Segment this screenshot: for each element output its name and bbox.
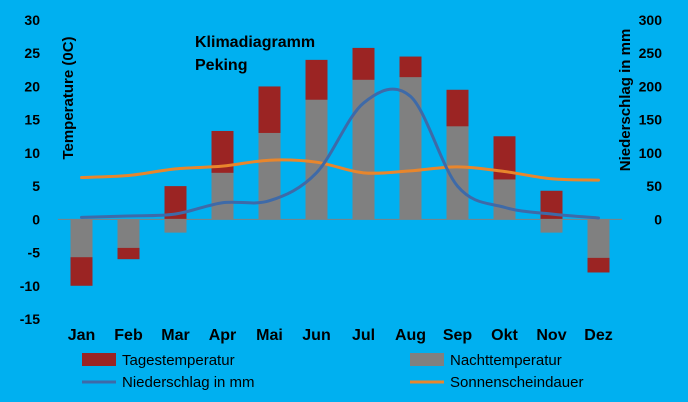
x-tick-label: Dez <box>584 327 612 344</box>
legend-swatch <box>82 353 116 366</box>
y2-tick-label: 150 <box>639 112 663 128</box>
line-sonnenscheindauer <box>80 158 600 182</box>
y2-tick-label: 200 <box>639 78 663 94</box>
bar-nachttemperatur <box>446 126 469 220</box>
y-tick-label: 15 <box>24 112 40 128</box>
x-tick-label: Aug <box>395 327 426 344</box>
x-tick-label: Sep <box>443 327 473 344</box>
y-tick-label: 25 <box>24 45 40 61</box>
x-tick-label: Jul <box>352 327 375 344</box>
legend-label: Tagestemperatur <box>122 352 235 369</box>
y-tick-label: 20 <box>24 78 40 94</box>
y-tick-label: 0 <box>32 211 40 227</box>
y2-axis-label: Niederschlag in mm <box>617 29 634 172</box>
y2-tick-label: 100 <box>639 145 663 161</box>
y2-tick-label: 50 <box>646 178 662 194</box>
legend-swatch <box>410 353 444 366</box>
x-tick-label: Apr <box>209 327 237 344</box>
bar-nachttemperatur <box>211 172 234 220</box>
left-axis-ticks: 30 25 20 15 10 5 0 -5 -10 -15 <box>20 12 40 327</box>
y-tick-label: 10 <box>24 145 40 161</box>
y-tick-label: 30 <box>24 12 40 28</box>
x-tick-label: Mar <box>161 327 189 344</box>
y-tick-label: -5 <box>28 245 41 261</box>
bar-nachttemperatur <box>540 219 563 233</box>
chart-title: Klimadiagramm <box>195 34 315 51</box>
bar-tagestemperatur <box>164 186 187 220</box>
bar-nachttemperatur <box>70 219 93 258</box>
y2-tick-label: 0 <box>654 211 662 227</box>
bar-nachttemperatur <box>587 219 610 258</box>
legend-label: Niederschlag in mm <box>122 374 255 391</box>
x-tick-label: Jan <box>68 327 96 344</box>
y-tick-label: -10 <box>20 278 40 294</box>
bar-nachttemperatur <box>305 99 328 220</box>
lines-layer <box>80 87 600 220</box>
bar-nachttemperatur <box>493 179 516 220</box>
y-tick-label: 5 <box>32 178 40 194</box>
right-axis-ticks: 300 250 200 150 100 50 0 <box>639 12 663 227</box>
bar-nachttemperatur <box>352 79 375 220</box>
y2-tick-label: 300 <box>639 12 663 28</box>
bar-nachttemperatur <box>164 219 187 233</box>
bar-nachttemperatur <box>258 132 281 220</box>
legend-label: Sonnenscheindauer <box>450 374 583 391</box>
y-axis-label: Temperature (0C) <box>60 36 77 159</box>
bars-layer <box>70 47 610 286</box>
y-tick-label: -15 <box>20 311 40 327</box>
y2-tick-label: 250 <box>639 45 663 61</box>
bar-nachttemperatur <box>117 219 140 248</box>
x-tick-label: Feb <box>114 327 143 344</box>
legend: Tagestemperatur Nachttemperatur Niederschl… <box>82 352 583 391</box>
x-tick-label: Mai <box>256 327 283 344</box>
x-tick-label: Nov <box>536 327 566 344</box>
category-labels: Jan Feb Mar Apr Mai Jun Jul Aug Sep Okt Nov Dez <box>68 327 613 344</box>
legend-label: Nachttemperatur <box>450 352 562 369</box>
x-tick-label: Okt <box>491 327 518 344</box>
chart-subtitle: Peking <box>195 57 247 74</box>
bar-nachttemperatur <box>399 77 422 220</box>
line-niederschlag <box>80 87 600 220</box>
x-tick-label: Jun <box>302 327 330 344</box>
